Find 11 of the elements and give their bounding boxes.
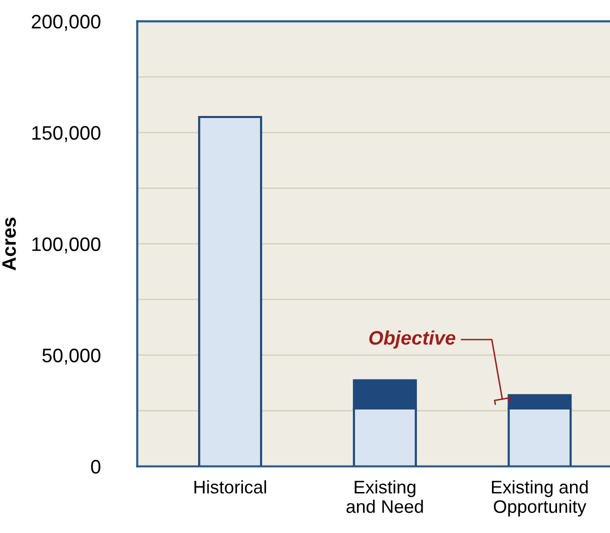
y-tick-label: 150,000: [32, 126, 100, 142]
y-tick-label: 50,000: [42, 348, 100, 365]
bar: [198, 116, 262, 466]
x-tick-label: Existing and Opportunity: [492, 480, 588, 517]
y-tick-label: 0: [91, 460, 100, 474]
x-tick-label: Existing and Need: [346, 480, 423, 513]
y-tick-label: 100,000: [32, 237, 100, 254]
y-tick-label: 200,000: [32, 14, 100, 31]
annotation: Objective: [369, 330, 456, 349]
x-tick-label: Historical: [194, 480, 266, 494]
y-axis-title: Acres: [2, 218, 16, 270]
